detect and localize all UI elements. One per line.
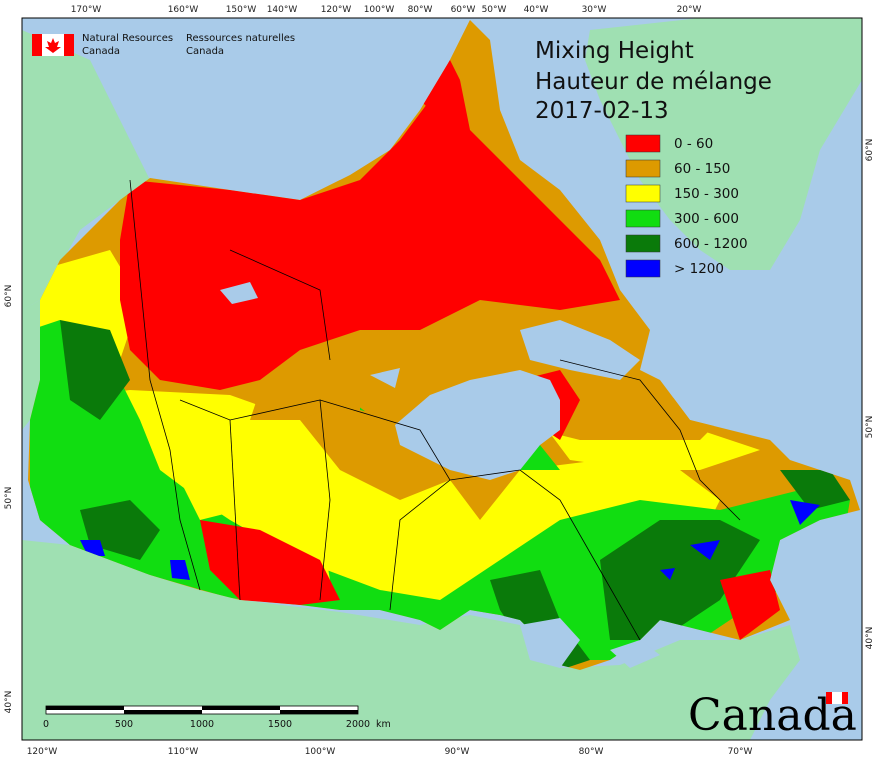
legend-label: 600 - 1200 bbox=[674, 236, 748, 252]
scale-bar: 0 500 1000 1500 2000 km bbox=[43, 705, 391, 730]
legend-label: 300 - 600 bbox=[674, 211, 739, 227]
org-fr-line1: Ressources naturelles bbox=[186, 33, 295, 44]
longitude-label-top: 100°W bbox=[364, 5, 395, 15]
scale-tick-label: 0 bbox=[43, 719, 49, 730]
longitude-label-bottom: 80°W bbox=[579, 747, 604, 757]
longitude-label-top: 30°W bbox=[582, 5, 607, 15]
legend-swatch bbox=[625, 184, 661, 203]
wordmark-flag-icon bbox=[826, 692, 848, 704]
org-en-line1: Natural Resources bbox=[82, 33, 173, 44]
legend-swatch bbox=[625, 259, 661, 278]
longitude-label-bottom: 70°W bbox=[728, 747, 753, 757]
scale-tick-label: 1000 bbox=[190, 719, 214, 730]
legend-swatch bbox=[625, 134, 661, 153]
longitude-label-top: 80°W bbox=[408, 5, 433, 15]
nrcan-signature: Natural Resources Canada Ressources natu… bbox=[32, 33, 295, 57]
legend-label: 60 - 150 bbox=[674, 161, 730, 177]
legend: 0 - 60 60 - 150 150 - 300 300 - 600 600 - 12… bbox=[625, 134, 748, 278]
longitude-label-top: 150°W bbox=[226, 5, 257, 15]
bottom-longitude-labels: 120°W 110°W 100°W 90°W 80°W 70°W bbox=[27, 747, 753, 757]
latitude-label-right: 50°N bbox=[865, 416, 875, 439]
longitude-label-bottom: 100°W bbox=[305, 747, 336, 757]
canada-flag-icon bbox=[32, 34, 74, 56]
org-en-line2: Canada bbox=[82, 46, 120, 57]
longitude-label-top: 40°W bbox=[524, 5, 549, 15]
legend-label: 150 - 300 bbox=[674, 186, 739, 202]
inland-water bbox=[220, 282, 660, 668]
legend-swatch bbox=[625, 234, 661, 253]
top-longitude-labels: 170°W 160°W 150°W 140°W 120°W 100°W 80°W 60°W 50… bbox=[71, 5, 702, 15]
scale-unit: km bbox=[376, 719, 391, 730]
legend-label: > 1200 bbox=[674, 261, 724, 277]
longitude-label-top: 140°W bbox=[267, 5, 298, 15]
legend-swatch bbox=[625, 159, 661, 178]
longitude-label-bottom: 120°W bbox=[27, 747, 58, 757]
longitude-label-top: 120°W bbox=[321, 5, 352, 15]
latitude-label-left: 50°N bbox=[4, 487, 14, 510]
longitude-label-top: 20°W bbox=[677, 5, 702, 15]
right-latitude-labels: 60°N 50°N 40°N bbox=[865, 139, 875, 650]
latitude-label-left: 40°N bbox=[4, 691, 14, 714]
longitude-label-top: 170°W bbox=[71, 5, 102, 15]
longitude-label-bottom: 90°W bbox=[445, 747, 470, 757]
latitude-label-right: 40°N bbox=[865, 627, 875, 650]
org-fr-line2: Canada bbox=[186, 46, 224, 57]
provincial-boundaries bbox=[129, 179, 741, 641]
longitude-label-top: 60°W bbox=[451, 5, 476, 15]
scale-tick-label: 500 bbox=[115, 719, 133, 730]
scale-tick-label: 2000 bbox=[346, 719, 370, 730]
left-latitude-labels: 60°N 50°N 40°N bbox=[4, 285, 14, 714]
legend-label: 0 - 60 bbox=[674, 136, 713, 152]
map-frame bbox=[21, 17, 863, 741]
canada-wordmark: Canada bbox=[688, 690, 857, 741]
map-date: 2017-02-13 bbox=[535, 98, 669, 124]
longitude-label-bottom: 110°W bbox=[168, 747, 199, 757]
map-title: Mixing Height bbox=[535, 38, 694, 64]
map-title-fr: Hauteur de mélange bbox=[535, 69, 772, 95]
longitude-label-top: 50°W bbox=[482, 5, 507, 15]
neighbouring-land bbox=[22, 18, 862, 740]
scale-tick-label: 1500 bbox=[268, 719, 292, 730]
latitude-label-left: 60°N bbox=[4, 285, 14, 308]
legend-swatch bbox=[625, 209, 661, 228]
longitude-label-top: 160°W bbox=[168, 5, 199, 15]
latitude-label-right: 60°N bbox=[865, 139, 875, 162]
